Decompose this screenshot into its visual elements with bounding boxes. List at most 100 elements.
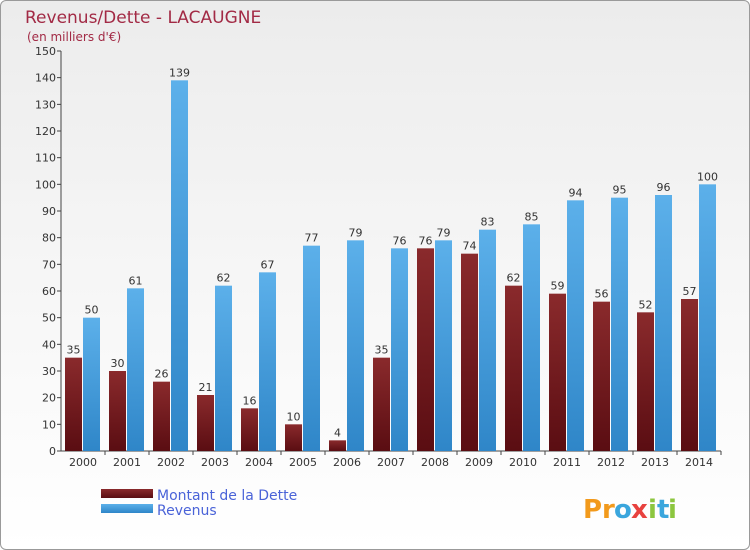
bar-revenus [391,248,408,451]
data-label-revenus: 139 [169,66,190,79]
y-tick-label: 10 [42,418,56,431]
data-label-revenus: 94 [569,186,583,199]
y-tick-label: 0 [49,445,56,458]
legend-item-revenus: Revenus [101,503,217,519]
x-tick-label: 2011 [553,456,581,469]
legend-swatch-debt [101,489,153,498]
data-label-revenus: 67 [261,258,275,271]
legend: Montant de la Dette Revenus [101,488,297,519]
bar-debt [505,285,522,451]
bar-debt [461,253,478,451]
data-label-debt: 35 [67,344,81,357]
x-tick-label: 2010 [509,456,537,469]
bar-revenus [699,184,716,452]
logo-letter: o [614,495,632,525]
x-tick-label: 2008 [421,456,449,469]
bar-debt [241,408,258,451]
bar-revenus [523,224,540,451]
y-tick-label: 130 [35,98,56,111]
data-label-debt: 62 [507,272,521,285]
bar-revenus [127,288,144,451]
bar-debt [681,299,698,451]
data-label-debt: 26 [155,368,169,381]
data-label-revenus: 83 [481,216,495,229]
data-label-debt: 59 [551,280,565,293]
x-tick-label: 2000 [69,456,97,469]
data-label-revenus: 79 [437,226,451,239]
bar-debt [109,371,126,451]
bar-debt [373,357,390,451]
data-label-revenus: 79 [349,226,363,239]
y-tick-label: 110 [35,152,56,165]
bars [65,80,716,452]
y-tick-label: 80 [42,232,56,245]
bar-revenus [83,317,100,451]
bar-debt [65,357,82,451]
bar-debt [285,424,302,451]
x-tick-label: 2013 [641,456,669,469]
data-label-revenus: 61 [129,274,143,287]
x-tick-label: 2002 [157,456,185,469]
data-label-debt: 35 [375,344,389,357]
bar-debt [549,293,566,451]
logo-letter: t [657,495,669,525]
y-tick-label: 50 [42,312,56,325]
bar-revenus [435,240,452,451]
y-tick-label: 20 [42,392,56,405]
chart-title: Revenus/Dette - LACAUGNE [25,8,261,28]
bar-debt [153,381,170,451]
bar-revenus [479,229,496,451]
y-tick-label: 40 [42,338,56,351]
x-tick-label: 2014 [685,456,713,469]
x-tick-label: 2012 [597,456,625,469]
data-labels: 35 50 30 61 26 139 21 62 16 67 10 77 4 79 35 76 76 79 74 83… [67,66,719,439]
x-tick-label: 2003 [201,456,229,469]
bar-revenus [567,200,584,451]
logo-letter: P [583,495,602,525]
legend-label-debt: Montant de la Dette [157,488,297,504]
logo-letter: i [648,495,657,525]
x-tick-label: 2005 [289,456,317,469]
x-tick-label: 2001 [113,456,141,469]
y-tick-label: 100 [35,178,56,191]
bar-revenus [215,285,232,451]
y-tick-label: 140 [35,72,56,85]
bar-revenus [259,272,276,451]
x-tick-label: 2009 [465,456,493,469]
bar-debt [593,301,610,451]
data-label-debt: 16 [243,394,257,407]
legend-item-debt: Montant de la Dette [101,488,297,504]
y-tick-label: 30 [42,365,56,378]
x-tick-label: 2006 [333,456,361,469]
data-label-debt: 30 [111,357,125,370]
data-label-revenus: 62 [217,272,231,285]
data-label-revenus: 50 [85,304,99,317]
data-label-debt: 52 [639,298,653,311]
bar-revenus [347,240,364,451]
data-label-debt: 4 [334,426,341,439]
bar-revenus [171,80,188,451]
x-tick-label: 2004 [245,456,273,469]
data-label-debt: 10 [287,410,301,423]
y-tick-label: 120 [35,125,56,138]
bar-debt [637,312,654,451]
data-label-debt: 57 [683,285,697,298]
logo-letter: r [602,495,615,525]
data-label-revenus: 100 [697,170,718,183]
logo-letter: i [668,495,677,525]
bar-debt [197,395,214,451]
bar-revenus [655,195,672,451]
data-label-revenus: 96 [657,181,671,194]
y-tick-label: 90 [42,205,56,218]
data-label-debt: 56 [595,288,609,301]
bar-debt [417,248,434,451]
legend-label-revenus: Revenus [157,503,217,519]
logo-letter: x [631,495,648,525]
axes: 0 10 20 30 40 50 60 70 80 90 100 110 120 130 140 150 200… [35,45,722,469]
data-label-revenus: 85 [525,210,539,223]
data-label-debt: 21 [199,381,213,394]
bar-revenus [611,197,628,451]
